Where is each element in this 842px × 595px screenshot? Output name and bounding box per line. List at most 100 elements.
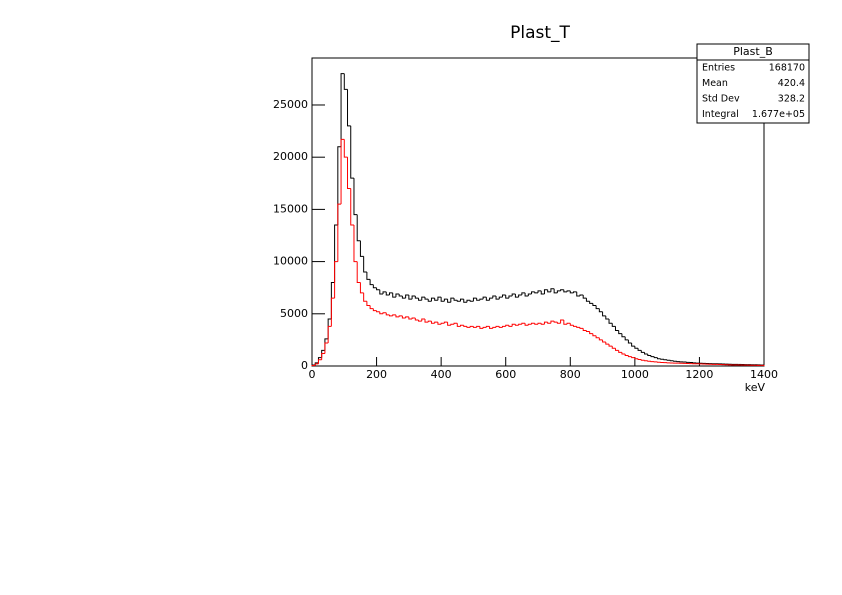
histogram-step [414,317,419,321]
histogram-step [566,322,571,325]
histogram-step [424,297,429,300]
histogram-step [611,346,616,349]
histogram-step [437,296,442,301]
histogram-step [663,359,668,361]
histogram-step [605,341,610,345]
histogram-step [379,289,384,295]
histogram-step [547,322,551,324]
histogram-step [627,355,632,358]
y-tick-label: 10000 [273,255,308,268]
histogram-step [495,325,500,328]
histogram-step [482,296,487,300]
histogram-step [534,323,538,325]
x-tick-label: 200 [366,368,387,381]
histogram-step [573,291,577,293]
histogram-step [505,295,509,299]
histogram-step [476,325,480,328]
histogram-step [395,293,400,298]
histogram-step [560,289,564,291]
histogram-step [624,336,629,341]
histogram-step [414,296,419,299]
x-tick-label: 1200 [685,368,713,381]
histogram-step [514,324,519,326]
histogram-step [569,290,574,294]
histogram-step [550,288,555,292]
histogram-step [602,311,606,317]
histogram-step [388,314,393,317]
x-tick-label: 800 [560,368,581,381]
histogram-step [430,297,435,302]
histogram-step [489,297,493,301]
x-tick-label: 0 [309,368,316,381]
histogram-step [347,157,351,190]
histogram-step [447,322,451,326]
histogram-step [366,272,371,280]
histogram-step [408,295,413,300]
histogram-step [505,324,509,327]
histogram-step [579,327,584,329]
histogram-step [363,256,367,273]
histogram-step [385,291,390,296]
histogram-step [569,323,574,326]
histogram-step [573,325,577,327]
histogram-step [437,322,442,325]
histogram-step [631,343,635,347]
histogram-step [614,348,619,351]
histogram-step [450,297,455,303]
histogram-step [579,294,584,297]
histogram-step [489,326,493,329]
histogram-step [492,295,497,299]
histogram-step [476,298,480,301]
histogram-step [582,295,587,299]
histogram-step [405,316,409,318]
histogram-step [576,326,580,328]
histogram-step [443,321,448,324]
histogram-step [447,299,451,303]
x-tick-label: 600 [495,368,516,381]
histogram-step [469,300,474,302]
histogram-step [472,297,477,302]
histogram-step [521,292,526,296]
y-tick-label: 5000 [280,307,308,320]
histogram-step [440,322,445,325]
histogram-step [547,289,551,293]
histogram-step [466,326,471,328]
histogram-step [760,364,765,366]
stats-label: Entries [702,63,735,74]
histogram-step [585,298,590,302]
histogram-step [518,323,522,326]
histogram-step [440,297,445,302]
histogram-step [334,261,338,299]
histogram-step [540,323,545,325]
stats-box: Plast_B Entries 168170 Mean 420.4 Std Dev 328… [696,43,810,124]
histogram-step [501,294,506,298]
histogram-step [485,297,490,301]
histogram-step [514,293,519,298]
histogram-step [550,320,555,324]
histogram-step [518,294,522,298]
histogram-step [460,298,464,302]
histogram-step [644,360,648,362]
histogram-step [443,298,448,302]
histogram-step [330,297,335,327]
histogram-step [350,125,354,179]
histogram-step [611,323,616,327]
histogram-step [595,335,600,339]
histogram-step [350,188,354,226]
histogram-step [511,323,516,327]
histogram-step [353,178,358,216]
histogram-step [392,314,396,316]
histogram-step [598,337,603,341]
histogram-step [585,330,590,333]
histogram-step [627,339,632,344]
histogram-step [618,330,622,335]
stats-label: Mean [702,78,728,89]
histogram-step [472,326,477,328]
stats-value: 420.4 [778,78,805,89]
stats-title: Plast_B [733,45,773,58]
histogram-step [614,326,619,332]
x-tick-label: 1400 [750,368,778,381]
histogram-step [556,290,561,293]
histogram-step [673,360,677,362]
histogram-step [531,322,535,325]
